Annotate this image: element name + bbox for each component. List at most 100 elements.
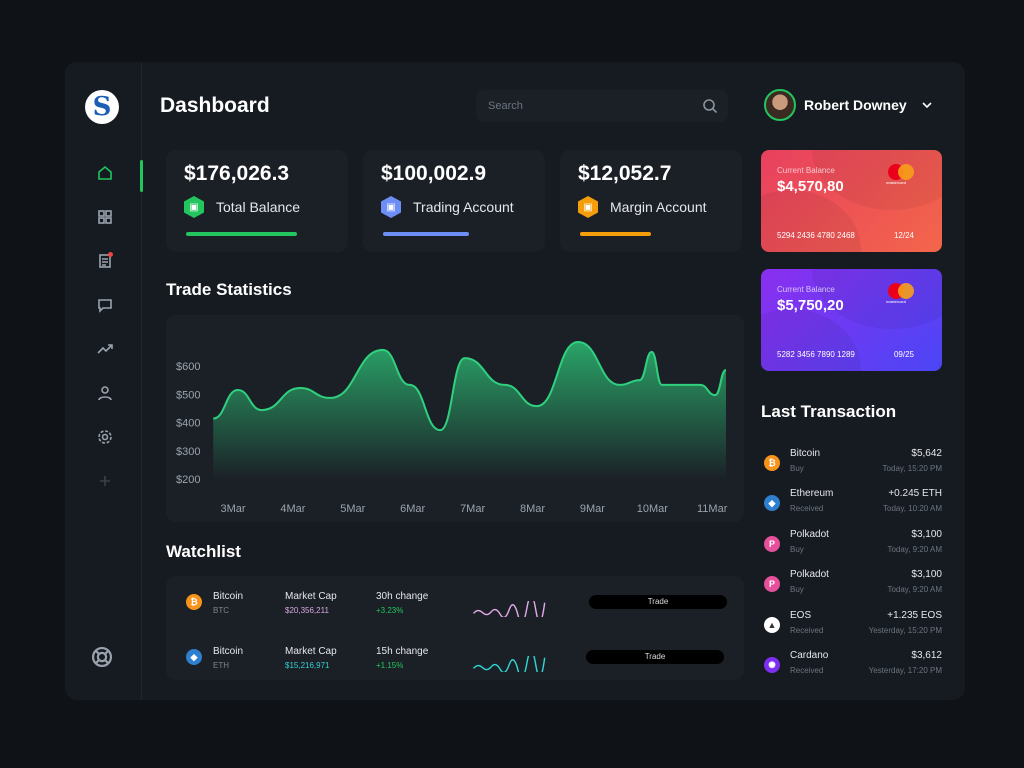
cardano-icon: ✺	[764, 657, 780, 673]
user-name: Robert Downey	[804, 97, 907, 113]
wallet-icon: ▣	[578, 196, 598, 218]
x-tick-label: 3Mar	[220, 503, 245, 515]
x-tick-label: 8Mar	[520, 503, 545, 515]
stat-card[interactable]: $12,052.7 ▣ Margin Account	[560, 150, 742, 252]
grid-icon	[98, 210, 112, 224]
stat-value: $12,052.7	[578, 162, 672, 185]
coin-symbol: ETH	[213, 661, 229, 670]
card-label: Current Balance	[777, 285, 835, 294]
sidebar-item-gear[interactable]	[92, 424, 118, 450]
change-value: +3.23%	[376, 606, 404, 615]
credit-card[interactable]: Current Balance $5,750,20 mastercard 528…	[761, 269, 942, 371]
transaction-time: Today, 9:20 AM	[887, 585, 942, 595]
transaction-amount: +1.235 EOS	[887, 609, 942, 621]
lifebuoy-icon	[91, 646, 113, 668]
transaction-type: Received	[790, 625, 824, 635]
transaction-time: Today, 15:20 PM	[882, 464, 942, 473]
polkadot-icon: P	[764, 535, 780, 552]
series-line	[212, 340, 727, 432]
sidebar-item-plus[interactable]	[92, 468, 118, 494]
wallet-icon: ▣	[184, 196, 204, 218]
watchlist-row[interactable]: ◆ Bitcoin ETH Market Cap $15,216,971 15h…	[166, 646, 744, 686]
stat-label: Margin Account	[610, 199, 707, 215]
card-number: 5282 3456 7890 1289	[777, 350, 855, 359]
sparkline	[473, 656, 546, 672]
x-tick-label: 9Mar	[580, 503, 605, 515]
watchlist: ₿ Bitcoin BTC Market Cap $20,356,211 30h…	[166, 576, 744, 680]
y-tick-label: $200	[176, 474, 200, 486]
coin-name: Bitcoin	[213, 646, 244, 657]
transaction-time: Yesterday, 15:20 PM	[868, 625, 942, 635]
y-tick-label: $600	[176, 361, 200, 373]
chevron-down-icon[interactable]	[921, 99, 933, 111]
transaction-item[interactable]: ◆ Ethereum Received +0.245 ETH Today, 10…	[761, 488, 942, 518]
transaction-type: Buy	[790, 464, 804, 473]
transaction-amount: +0.245 ETH	[888, 488, 942, 500]
sidebar-item-trending[interactable]	[92, 336, 118, 362]
watchlist-title: Watchlist	[166, 542, 241, 561]
transaction-time: Today, 9:20 AM	[887, 544, 942, 554]
trade-chart: $200 $300 $400 $500 $600 3Mar 4Mar 5Mar 6Mar 7Mar…	[166, 315, 744, 522]
market-cap-label: Market Cap	[285, 646, 337, 657]
user-menu[interactable]: Robert Downey	[764, 89, 933, 121]
transaction-item[interactable]: ✺ Cardano Received $3,612 Yesterday, 17:…	[761, 650, 942, 680]
btc-icon: ₿	[186, 594, 202, 610]
mastercard-logo: mastercard	[886, 283, 914, 304]
transaction-type: Received	[790, 504, 824, 514]
transaction-item[interactable]: P Polkadot Buy $3,100 Today, 9:20 AM	[761, 529, 942, 559]
card-balance: $4,570,80	[777, 178, 844, 195]
transactions-title: Last Transaction	[761, 402, 897, 421]
polkadot-icon: P	[764, 576, 780, 593]
coin-name: Bitcoin	[213, 591, 244, 602]
transaction-time: Today, 10:20 AM	[883, 504, 942, 514]
document-icon	[99, 254, 111, 268]
stat-value: $100,002.9	[381, 162, 487, 185]
sparkline	[473, 601, 546, 617]
sidebar-item-user[interactable]	[92, 380, 118, 406]
transaction-type: Buy	[790, 585, 804, 595]
sidebar-item-home[interactable]	[92, 160, 118, 186]
change-label: 30h change	[376, 591, 429, 602]
search-placeholder: Search	[488, 100, 523, 112]
area-fill	[213, 341, 726, 480]
transaction-item[interactable]: ₿ Bitcoin Buy $5,642 Today, 15:20 PM	[761, 448, 942, 478]
eos-icon: ▲	[764, 616, 780, 633]
transaction-type: Received	[790, 666, 824, 675]
watchlist-row[interactable]: ₿ Bitcoin BTC Market Cap $20,356,211 30h…	[166, 591, 744, 631]
transaction-name: EOS	[790, 609, 812, 621]
transaction-item[interactable]: P Polkadot Buy $3,100 Today, 9:20 AM	[761, 569, 942, 599]
trade-stats-title: Trade Statistics	[166, 280, 292, 299]
stat-card[interactable]: $100,002.9 ▣ Trading Account	[363, 150, 545, 252]
credit-card[interactable]: Current Balance $4,570,80 mastercard 529…	[761, 150, 942, 252]
x-tick-label: 4Mar	[280, 503, 305, 515]
stat-progress	[186, 232, 297, 236]
x-tick-label: 7Mar	[460, 503, 485, 515]
transaction-type: Buy	[790, 544, 804, 554]
trade-button[interactable]: Trade	[586, 650, 724, 664]
transaction-name: Polkadot	[790, 569, 829, 581]
card-label: Current Balance	[777, 166, 835, 175]
mastercard-logo: mastercard	[886, 164, 914, 185]
sidebar-item-chat[interactable]	[92, 292, 118, 318]
search-icon[interactable]	[702, 98, 718, 114]
stat-card[interactable]: $176,026.3 ▣ Total Balance	[166, 150, 348, 252]
sidebar-item-grid[interactable]	[92, 204, 118, 230]
page-title: Dashboard	[160, 94, 270, 117]
card-expiry: 09/25	[893, 350, 914, 359]
card-balance: $5,750,20	[777, 297, 844, 314]
x-tick-label: 5Mar	[340, 503, 365, 515]
support-button[interactable]	[89, 644, 115, 670]
transaction-time: Yesterday, 17:20 PM	[868, 666, 942, 675]
market-cap-value: $15,216,971	[285, 661, 330, 670]
y-tick-label: $500	[176, 389, 200, 401]
logo[interactable]: S	[85, 90, 119, 124]
x-tick-label: 10Mar	[637, 503, 669, 515]
change-value: +1.15%	[376, 661, 404, 670]
transaction-item[interactable]: ▲ EOS Received +1.235 EOS Yesterday, 15:…	[761, 610, 942, 640]
stat-progress	[383, 232, 469, 236]
trade-button[interactable]: Trade	[589, 595, 727, 609]
gear-icon	[98, 430, 112, 444]
stat-label: Total Balance	[216, 199, 301, 215]
search-input[interactable]: Search	[476, 90, 728, 122]
sidebar-item-document[interactable]	[92, 248, 118, 274]
